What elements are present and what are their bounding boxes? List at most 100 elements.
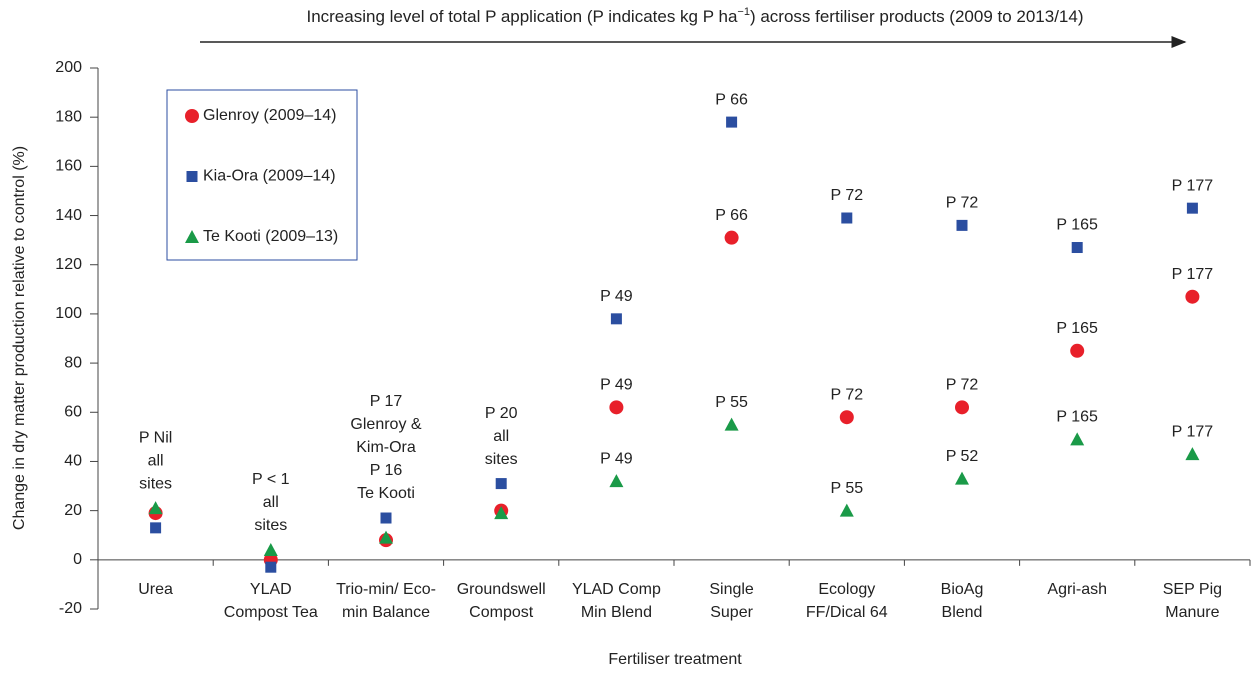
point: [495, 478, 507, 490]
y-tick-label: 0: [73, 551, 82, 568]
point: [263, 542, 278, 556]
x-tick-label: BioAg: [941, 581, 984, 598]
y-tick-label: 20: [64, 502, 82, 519]
y-tick-label: 160: [55, 158, 82, 175]
x-tick-label: min Balance: [342, 604, 430, 621]
point-label: P 52: [946, 448, 979, 465]
point-label: P 55: [830, 480, 863, 497]
point: [1185, 447, 1200, 461]
y-axis-label: Change in dry matter production relative…: [11, 146, 28, 530]
x-axis-label: Fertiliser treatment: [608, 651, 742, 668]
x-tick-label: Agri-ash: [1047, 581, 1107, 598]
point: [955, 471, 969, 485]
y-tick-label: 140: [55, 207, 82, 224]
y-tick-label: 40: [64, 453, 82, 470]
point-label: P 165: [1056, 217, 1098, 234]
point: [956, 219, 968, 231]
point: [726, 116, 738, 128]
point-label: P 177: [1172, 266, 1214, 283]
point: [724, 230, 739, 245]
category-note: P 20: [485, 405, 518, 422]
point-label: P 72: [946, 377, 979, 394]
point-label: P 49: [600, 377, 633, 394]
point: [1186, 202, 1198, 214]
y-tick-label: 80: [64, 354, 82, 371]
point: [1071, 242, 1083, 254]
y-tick-label: 180: [55, 108, 82, 125]
point: [148, 501, 163, 515]
x-tick-label: Groundswell: [457, 581, 546, 598]
point: [839, 410, 854, 425]
point: [1185, 289, 1200, 304]
x-tick-label: Single: [709, 581, 754, 598]
category-note: P Nil: [139, 429, 173, 446]
point: [379, 530, 393, 544]
category-note: Glenroy &: [350, 416, 421, 433]
x-tick-label: Compost: [469, 604, 534, 621]
category-note: all: [148, 452, 164, 469]
x-tick-label: YLAD: [250, 581, 292, 598]
point-label: P 49: [600, 450, 633, 467]
category-note: sites: [485, 451, 518, 468]
point: [610, 313, 622, 325]
point-label: P 49: [600, 288, 633, 305]
point-label: P 66: [715, 91, 748, 108]
x-tick-label: Manure: [1165, 604, 1219, 621]
legend-box: [166, 89, 358, 261]
x-tick-label: SEP Pig: [1163, 581, 1222, 598]
category-note: all: [263, 494, 279, 511]
point: [1070, 432, 1085, 446]
point-label: P 72: [830, 187, 863, 204]
point: [609, 400, 624, 415]
x-tick-label: YLAD Comp: [572, 581, 661, 598]
category-note: sites: [139, 475, 172, 492]
point-label: P 177: [1172, 423, 1214, 440]
title-part: ) across fertiliser products (2009 to 20…: [750, 7, 1084, 26]
point-label: P 177: [1172, 177, 1214, 194]
title-part: Increasing level of total P application …: [306, 7, 737, 26]
point: [724, 417, 739, 431]
x-tick-label: Urea: [138, 581, 173, 598]
point: [150, 522, 162, 534]
point-label: P 72: [830, 386, 863, 403]
category-note: sites: [254, 517, 287, 534]
legend-label: Kia-Ora (2009–14): [203, 168, 336, 185]
category-note: P < 1: [252, 471, 290, 488]
x-tick-label: FF/Dical 64: [806, 604, 888, 621]
point: [841, 212, 853, 224]
y-tick-label: 200: [55, 59, 82, 76]
legend-label: Te Kooti (2009–13): [203, 228, 338, 245]
point-label: P 165: [1056, 320, 1098, 337]
y-tick-label: 60: [64, 403, 82, 420]
point: [380, 512, 392, 524]
category-note: Kim-Ora: [356, 439, 416, 456]
y-tick-label: 120: [55, 256, 82, 273]
x-tick-label: Trio-min/ Eco-: [336, 581, 436, 598]
x-tick-label: Blend: [942, 604, 983, 621]
y-tick-label: -20: [59, 600, 82, 617]
y-tick-label: 100: [55, 305, 82, 322]
point-label: P 165: [1056, 409, 1098, 426]
point-label: P 55: [715, 394, 748, 411]
point: [839, 503, 854, 517]
category-note: Te Kooti: [357, 485, 415, 502]
chart-title: Increasing level of total P application …: [306, 6, 1083, 27]
point: [265, 561, 277, 573]
category-note: P 17: [370, 393, 403, 410]
legend-marker: [185, 230, 199, 243]
title-part: −1: [737, 6, 750, 18]
point: [955, 400, 969, 415]
x-tick-label: Super: [710, 604, 753, 621]
legend-marker: [185, 109, 199, 123]
x-tick-label: Ecology: [818, 581, 875, 598]
point-label: P 66: [715, 207, 748, 224]
category-note: P 16: [370, 462, 403, 479]
legend-label: Glenroy (2009–14): [203, 107, 336, 124]
point-label: P 72: [946, 195, 979, 212]
x-tick-label: Compost Tea: [224, 604, 318, 621]
legend-marker: [186, 171, 198, 182]
point: [494, 506, 509, 520]
point: [609, 474, 624, 488]
category-note: all: [493, 428, 509, 445]
